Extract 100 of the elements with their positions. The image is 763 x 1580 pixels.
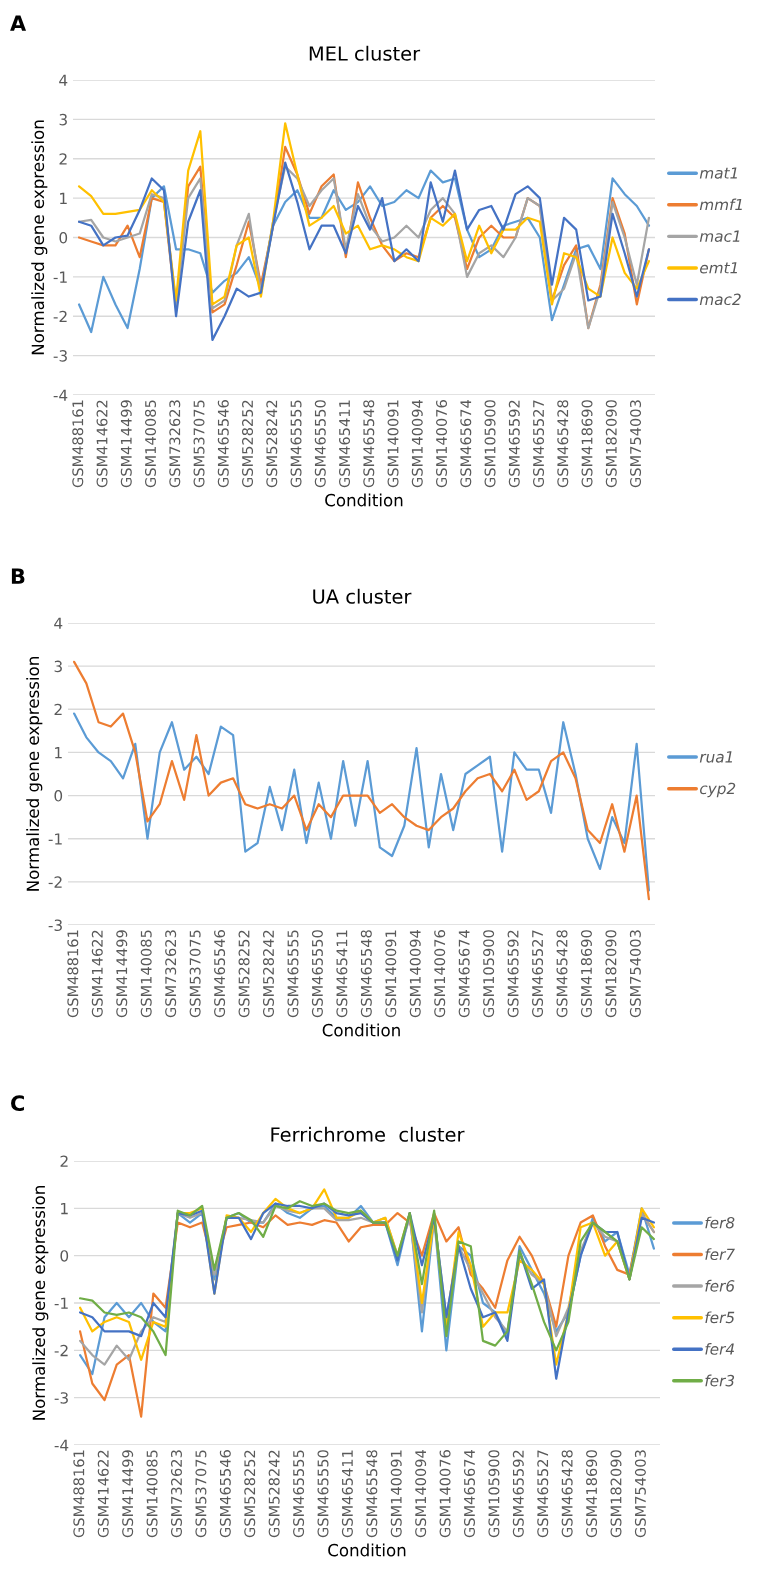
x-tick-label: GSM465548 [366,1450,378,1538]
x-tick-label: GSM140091 [385,930,397,1018]
x-tick-label: GSM754003 [630,400,642,488]
legend-label: mac1 [699,230,740,242]
x-tick-label: GSM465555 [293,1450,305,1538]
x-tick-label: GSM528252 [244,1450,256,1538]
x-tick-label: GSM465411 [339,400,351,488]
x-tick-label: GSM182090 [605,400,617,488]
legend-label: emt1 [700,262,737,274]
y-tick-label: -1 [54,1297,68,1309]
y-tick-label: 4 [59,74,68,86]
x-tick-label: GSM414499 [120,400,132,488]
x-tick-label: GSM465550 [311,930,323,1018]
y-tick-label: 0 [59,231,68,244]
x-tick-label: GSM465592 [507,930,519,1018]
y-axis-title: Normalized gene expression [32,1186,49,1420]
y-tick-label: 1 [60,192,67,204]
y-tick-label: 2 [54,703,62,716]
legend-label: fer3 [705,1374,735,1387]
x-tick-label: GSM418690 [580,930,592,1018]
y-tick-label: -1 [48,833,62,845]
y-tick-label: 1 [61,1203,68,1215]
x-axis-title: Condition [325,493,403,507]
legend-label: fer6 [705,1279,735,1292]
y-tick-label: -2 [54,1344,68,1357]
legend-label: mac2 [699,293,741,306]
x-tick-label: GSM488161 [67,930,79,1018]
x-tick-label: GSM418690 [581,400,593,488]
x-tick-label: GSM465527 [533,400,545,488]
x-axis-title: Condition [322,1023,400,1037]
legend-label: mmf1 [699,198,742,211]
x-tick-label: GSM732623 [170,1450,182,1538]
x-tick-label: GSM140091 [387,400,399,488]
x-tick-label: GSM465527 [532,930,544,1018]
y-axis-title: Normalized gene expression [26,657,43,891]
x-tick-label: GSM182090 [605,930,617,1018]
x-tick-label: GSM465428 [557,400,569,488]
x-tick-label: GSM528242 [266,400,278,488]
x-tick-label: GSM528242 [268,1450,280,1538]
x-tick-label: GSM488161 [72,400,84,488]
x-tick-label: GSM465428 [556,930,568,1018]
x-tick-label: GSM528252 [238,930,250,1018]
x-tick-label: GSM140085 [140,930,152,1018]
x-tick-label: GSM465546 [217,400,229,488]
x-tick-label: GSM754003 [629,930,641,1018]
x-tick-label: GSM140094 [409,929,421,1018]
line-series [77,122,651,306]
x-tick-label: GSM140091 [390,1450,402,1538]
x-tick-label: GSM465546 [219,1450,231,1538]
text: B [11,568,25,584]
y-tick-label: -2 [53,310,67,323]
y-tick-label: 2 [60,1155,68,1167]
legend-label: cyp2 [700,782,736,798]
x-tick-label: GSM105900 [488,1450,500,1538]
x-tick-label: GSM140076 [439,1450,451,1538]
x-tick-label: GSM465548 [363,400,375,488]
x-tick-label: GSM414622 [91,930,103,1018]
y-tick-label: 3 [59,113,67,126]
x-tick-label: GSM528242 [262,930,275,1018]
x-tick-label: GSM105900 [483,930,495,1018]
legend-label: fer4 [705,1342,734,1355]
x-tick-label: GSM465548 [360,930,372,1018]
x-tick-label: GSM465592 [512,1450,524,1538]
x-tick-label: GSM465411 [336,930,348,1018]
x-tick-label: GSM537075 [193,400,205,488]
legend-label: fer5 [705,1311,735,1324]
y-tick-label: -1 [53,271,67,283]
x-tick-label: GSM465674 [458,929,470,1018]
text: C [11,1095,24,1112]
x-tick-label: GSM140094 [415,1449,427,1538]
y-tick-label: 0 [54,790,63,802]
x-tick-label: GSM465550 [317,1450,329,1538]
x-tick-label: GSM414499 [122,1450,134,1538]
y-tick-label: -3 [54,1392,68,1404]
x-tick-label: GSM732623 [169,400,181,488]
y-tick-label: 3 [54,660,62,673]
x-tick-label: GSM465546 [214,930,226,1018]
line-series [73,660,650,901]
y-axis-title: Normalized gene expression [31,120,48,355]
y-tick-label: 4 [54,617,63,629]
x-tick-label: GSM465674 [463,1449,475,1538]
chart-title: Ferrichrome cluster [271,1126,465,1142]
legend-label: fer7 [705,1248,735,1261]
y-tick-label: -2 [48,876,62,888]
text: A [10,15,27,31]
x-tick-label: GSM465411 [341,1450,353,1538]
y-tick-label: -3 [48,919,62,932]
y-tick-label: 0 [60,1250,69,1262]
x-axis-title: Condition [328,1543,406,1557]
y-tick-label: -3 [53,350,67,362]
x-tick-label: GSM140076 [436,400,448,488]
chart-title: MEL cluster [309,45,421,61]
x-tick-label: GSM732623 [165,930,177,1018]
legend-label: rua1 [699,751,733,763]
x-tick-label: GSM465550 [314,400,326,488]
x-tick-label: GSM140094 [411,399,423,488]
chart-title: UA cluster [313,588,412,604]
y-tick-label: -4 [53,389,68,401]
x-tick-label: GSM537075 [195,1450,207,1538]
legend-label: fer8 [705,1216,735,1229]
